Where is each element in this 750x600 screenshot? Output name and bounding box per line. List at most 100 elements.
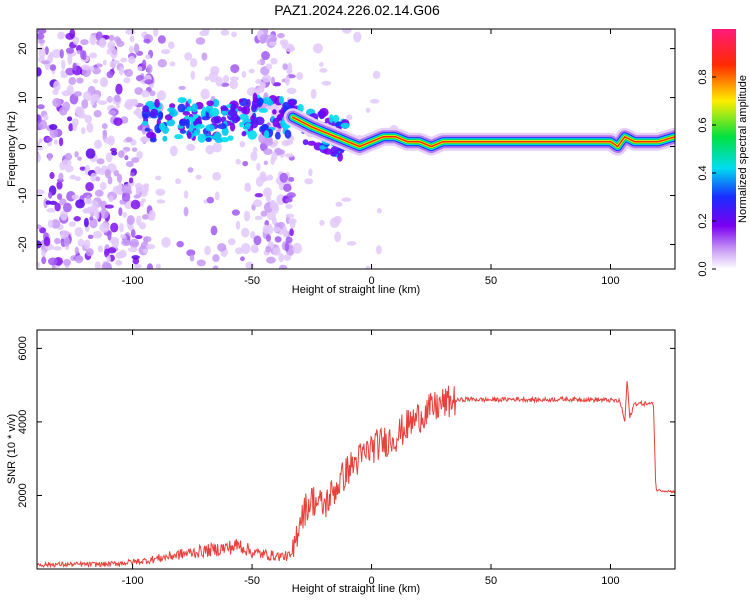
spectrogram-noise-blob <box>369 98 380 104</box>
spectrogram-noise-blob <box>212 265 219 269</box>
spectrogram-noise-blob <box>129 99 139 107</box>
spectrogram-signal-blob <box>157 111 164 121</box>
snr-content <box>37 380 675 569</box>
spectrogram-signal-blob <box>328 114 334 124</box>
spectrogram-noise-blob <box>131 157 140 163</box>
spectrogram-noise-blob <box>80 64 91 71</box>
spectrogram-noise-blob <box>71 194 79 200</box>
spectrogram-noise-blob <box>63 237 71 247</box>
spectrogram-noise-blob <box>222 74 230 83</box>
spectrogram-noise-blob <box>155 175 162 181</box>
spectrogram-signal-blob <box>177 97 186 104</box>
spectrogram-noise-blob <box>141 59 147 71</box>
spectrogram-noise-blob <box>111 150 118 156</box>
spectrogram-noise-blob <box>275 149 285 155</box>
spectrogram-noise-blob <box>139 136 150 143</box>
spectrogram-noise-blob <box>76 77 84 84</box>
spectrogram-noise-blob <box>289 228 294 237</box>
spectrogram-noise-blob <box>243 210 251 222</box>
spectrogram-noise-blob <box>108 110 117 116</box>
spectrogram-noise-blob <box>118 150 125 158</box>
spectrogram-signal-blob <box>164 114 173 121</box>
spectrogram-noise-blob <box>43 114 49 121</box>
spectrogram-noise-blob <box>121 239 132 247</box>
spectrogram-noise-blob <box>266 210 276 221</box>
spectrogram-noise-blob <box>263 148 273 155</box>
spectrogram-signal-blob <box>212 98 220 108</box>
spectrogram-noise-blob <box>229 79 239 90</box>
spectrogram-noise-blob <box>52 97 62 108</box>
spectrogram-noise-blob <box>228 238 236 246</box>
spectrogram-signal-blob <box>169 109 178 117</box>
spectrogram-noise-blob <box>259 34 268 41</box>
spectrogram-signal-blob <box>330 145 340 156</box>
spectrogram-noise-blob <box>77 238 85 247</box>
spectrogram-noise-blob <box>95 176 101 182</box>
spectrogram-content <box>37 29 675 269</box>
spectrogram-noise-blob <box>270 57 278 65</box>
spectrogram-noise-blob <box>66 116 73 122</box>
snr-y-label: SNR (10 * v/v) <box>6 414 18 484</box>
spectrogram-signal-blob <box>266 100 274 106</box>
spectrogram-noise-blob <box>270 76 275 85</box>
spectrogram-noise-blob <box>106 96 114 103</box>
spectrogram-noise-blob <box>69 29 76 39</box>
spectrogram-noise-blob <box>342 29 352 34</box>
spectrogram-signal-blob <box>195 123 205 129</box>
spectrogram-noise-blob <box>46 208 56 213</box>
spectrogram-noise-blob <box>278 253 285 263</box>
spectrogram-noise-blob <box>282 229 289 238</box>
spectrogram-noise-blob <box>115 103 120 109</box>
spectrogram-noise-blob <box>85 148 96 159</box>
spectrogram-noise-blob <box>206 196 215 204</box>
spectrogram-noise-blob <box>95 209 100 220</box>
spectrogram-noise-blob <box>99 222 110 233</box>
spectrogram-noise-blob <box>62 202 72 213</box>
spectrogram-noise-blob <box>66 85 74 96</box>
spectrogram-noise-blob <box>101 80 108 86</box>
spectrogram-noise-blob <box>97 245 104 253</box>
spectrogram-noise-blob <box>37 189 45 195</box>
colorbar-tick-label: 0.0 <box>697 261 709 276</box>
spectrogram-y-tick-label: -10 <box>17 188 29 204</box>
spectrogram-signal-blob <box>206 100 214 107</box>
spectrogram-noise-blob <box>104 169 112 179</box>
spectrogram-noise-blob <box>261 74 272 83</box>
spectrogram-signal-blob <box>254 116 265 126</box>
spectrogram-noise-blob <box>141 90 150 98</box>
spectrogram-y-label: Frequency (Hz) <box>6 111 18 187</box>
spectrogram-noise-blob <box>68 123 74 132</box>
spectrogram-noise-blob <box>319 219 325 226</box>
spectrogram-noise-blob <box>195 37 206 45</box>
spectrogram-noise-blob <box>37 104 45 110</box>
spectrogram-noise-blob <box>199 30 209 37</box>
spectrogram-noise-blob <box>276 32 285 39</box>
spectrogram-noise-blob <box>133 263 142 269</box>
snr-x-tick-label: 100 <box>601 575 619 587</box>
spectrogram-noise-blob <box>118 207 123 217</box>
spectrogram-signal-blob <box>302 139 309 146</box>
snr-x-tick-label: 50 <box>485 575 497 587</box>
spectrogram-noise-blob <box>111 239 120 248</box>
spectrogram-noise-blob <box>121 192 131 202</box>
spectrogram-noise-blob <box>253 235 262 246</box>
spectrogram-noise-blob <box>75 45 83 53</box>
spectrogram-noise-blob <box>284 153 295 158</box>
spectrogram-signal-blob <box>284 129 292 139</box>
colorbar-label: Normalized spectral amplitude <box>737 75 749 223</box>
spectrogram-noise-blob <box>212 142 222 153</box>
spectrogram-signal-blob <box>193 129 198 137</box>
spectrogram-noise-blob <box>286 192 296 198</box>
spectrogram-noise-blob <box>146 64 153 74</box>
spectrogram-signal-blob <box>229 122 236 132</box>
spectrogram-signal-blob <box>247 130 258 140</box>
spectrogram-x-ticks: -100 -50 0 50 100 <box>122 29 620 287</box>
spectrogram-noise-blob <box>106 71 114 79</box>
spectrogram-noise-blob <box>71 118 79 127</box>
spectrogram-noise-blob <box>125 29 136 35</box>
spectrogram-noise-blob <box>49 171 55 180</box>
spectrogram-noise-blob <box>296 72 304 81</box>
spectrogram-ridge <box>291 116 675 148</box>
spectrogram-signal-blob <box>220 105 228 112</box>
spectrogram-noise-blob <box>51 48 62 58</box>
